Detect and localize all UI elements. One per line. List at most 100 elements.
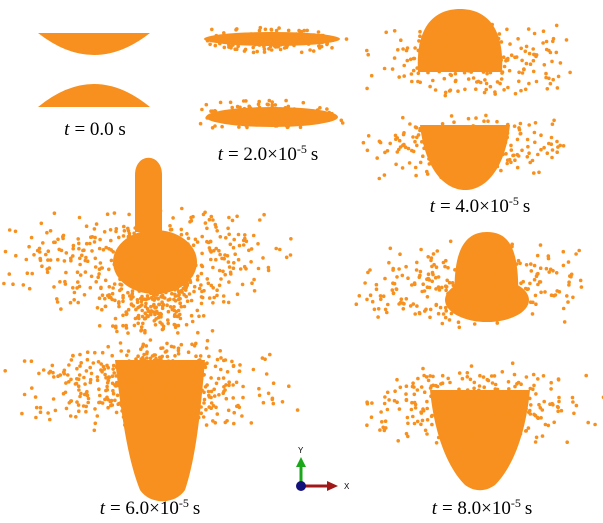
particle (446, 392, 450, 396)
particle (476, 153, 480, 157)
particle (458, 326, 462, 330)
particle (82, 376, 86, 380)
particle (501, 412, 505, 416)
particle (159, 373, 163, 377)
droplet (38, 84, 150, 107)
particle (440, 49, 444, 53)
particle (270, 100, 274, 104)
particle (185, 279, 189, 283)
particle (227, 45, 231, 49)
particle (23, 359, 27, 363)
particle (415, 66, 419, 70)
particle (550, 136, 554, 140)
particle (438, 44, 442, 48)
particle (422, 147, 426, 151)
particle (221, 391, 225, 395)
caption-variable: t (100, 498, 106, 519)
particle (85, 390, 89, 394)
particle (542, 146, 546, 150)
particle (3, 369, 7, 373)
caption-variable: t (432, 498, 438, 519)
particle (147, 388, 151, 392)
particle (135, 378, 139, 382)
particle (244, 267, 248, 271)
particle (64, 381, 68, 385)
particle (171, 385, 175, 389)
particle (437, 148, 441, 152)
particle (383, 151, 387, 155)
particle (236, 292, 240, 296)
particle (4, 250, 8, 254)
particle (330, 112, 334, 116)
particle (477, 254, 481, 258)
particle (369, 293, 373, 297)
particle (480, 138, 484, 142)
particle (444, 94, 448, 98)
particle (478, 167, 482, 171)
particle (153, 313, 157, 317)
particle (222, 294, 226, 298)
particle (420, 63, 424, 67)
particle (417, 133, 421, 137)
particle (123, 401, 127, 405)
particle (169, 408, 173, 412)
particle (525, 45, 529, 49)
particle (384, 426, 388, 430)
particle (565, 294, 569, 298)
particle (232, 422, 236, 426)
particle (111, 367, 115, 371)
particle (126, 395, 130, 399)
particle (187, 387, 191, 391)
particle (555, 150, 559, 154)
particle (153, 359, 157, 363)
particle (484, 88, 488, 92)
particle (559, 61, 563, 65)
particle (200, 252, 204, 256)
particle (413, 393, 417, 397)
particle (398, 252, 402, 256)
particle (508, 294, 512, 298)
particle (146, 378, 150, 382)
particle (507, 387, 511, 391)
particle (208, 218, 212, 222)
particle (425, 129, 429, 133)
particle (151, 386, 155, 390)
particle (38, 250, 42, 254)
particle (494, 383, 498, 387)
particle (173, 361, 177, 365)
particle (243, 107, 247, 111)
particle (228, 265, 232, 269)
particle (477, 286, 481, 290)
particle (209, 109, 213, 113)
particle (125, 408, 129, 412)
particle (292, 118, 296, 122)
particle (238, 244, 242, 248)
particle (37, 372, 41, 376)
particle (204, 408, 208, 412)
particle (8, 272, 12, 276)
particle (187, 237, 191, 241)
particle (442, 261, 446, 265)
particle (549, 51, 553, 55)
particle (168, 417, 172, 421)
particle (494, 35, 498, 39)
particle (173, 257, 177, 261)
particle (487, 61, 491, 65)
particle (197, 416, 201, 420)
particle (197, 384, 201, 388)
particle (408, 161, 412, 165)
particle (432, 252, 436, 256)
particle (467, 77, 471, 81)
particle (424, 45, 428, 49)
particle (494, 135, 498, 139)
particle (23, 393, 27, 397)
particle (318, 41, 322, 45)
particle (179, 317, 183, 321)
particle (93, 351, 97, 355)
particle (444, 442, 448, 446)
particle (158, 226, 162, 230)
particle (200, 378, 204, 382)
particle (567, 280, 571, 284)
particle (158, 395, 162, 399)
particle (515, 262, 519, 266)
